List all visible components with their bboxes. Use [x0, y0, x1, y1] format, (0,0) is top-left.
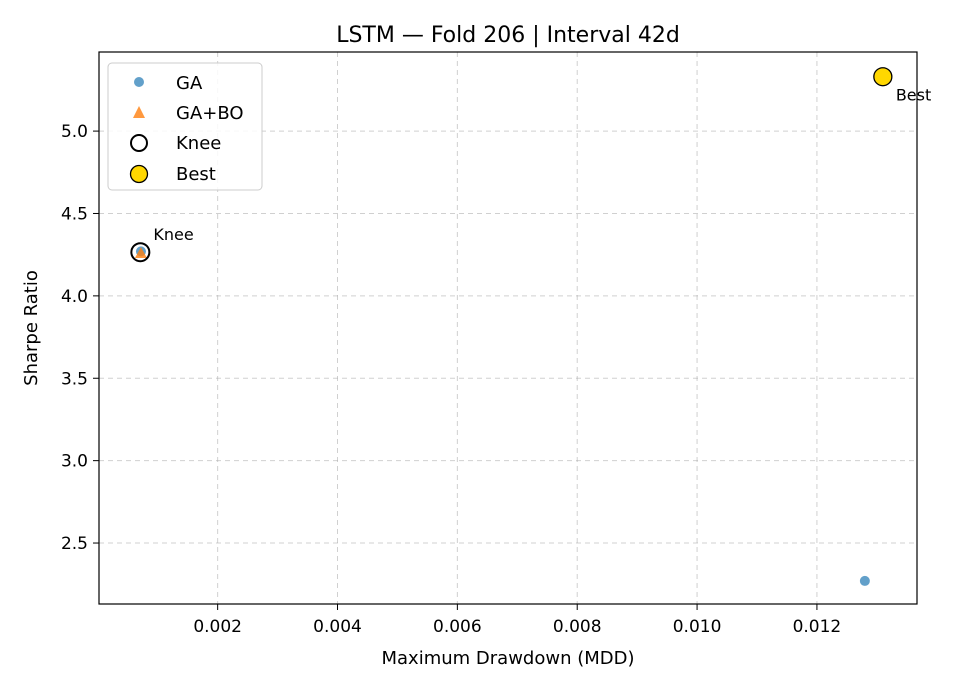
legend-knee-marker: [130, 134, 148, 152]
y-tick-label: 3.5: [61, 369, 88, 389]
chart-title: LSTM — Fold 206 | Interval 42d: [336, 23, 680, 48]
x-tick-label: 0.006: [433, 617, 482, 637]
legend-best-marker: [129, 164, 149, 184]
legend-box: [107, 62, 263, 191]
grid: [99, 52, 917, 604]
plot-frame: [98, 51, 918, 605]
legend-ga-label: GA: [176, 73, 203, 94]
best-annotation: Best: [896, 86, 931, 105]
annotations: Knee Best: [153, 86, 931, 244]
legend-best-label: Best: [176, 164, 216, 185]
legend-ga-marker: [134, 77, 144, 87]
x-tick-label: 0.004: [313, 617, 362, 637]
knee-annotation: Knee: [153, 225, 193, 244]
y-axis-label: Sharpe Ratio: [21, 270, 42, 386]
y-tick-label: 5.0: [61, 122, 88, 142]
legend-gabo-label: GA+BO: [176, 103, 244, 124]
y-tick-label: 2.5: [61, 534, 88, 554]
y-tick-label: 4.0: [61, 287, 88, 307]
knee-point: [130, 242, 151, 263]
x-axis-label: Maximum Drawdown (MDD): [381, 648, 634, 669]
x-tick-label: 0.010: [673, 617, 722, 637]
data-points: [130, 67, 893, 586]
x-tick-label: 0.012: [793, 617, 842, 637]
legend-gabo-marker: [133, 106, 145, 118]
x-tick-label: 0.002: [193, 617, 242, 637]
axis-ticks: 0.002 0.004 0.006 0.008 0.010 0.012 2.5 3.0 3.5 4…: [61, 122, 841, 637]
y-tick-label: 4.5: [61, 204, 88, 224]
legend-knee-label: Knee: [176, 133, 221, 154]
y-tick-label: 3.0: [61, 452, 88, 472]
legend: GA GA+BO Knee Best: [107, 62, 263, 191]
best-point: [873, 67, 893, 87]
ga-bo-point: [134, 247, 147, 259]
ga-point: [859, 575, 870, 586]
x-tick-label: 0.008: [553, 617, 602, 637]
